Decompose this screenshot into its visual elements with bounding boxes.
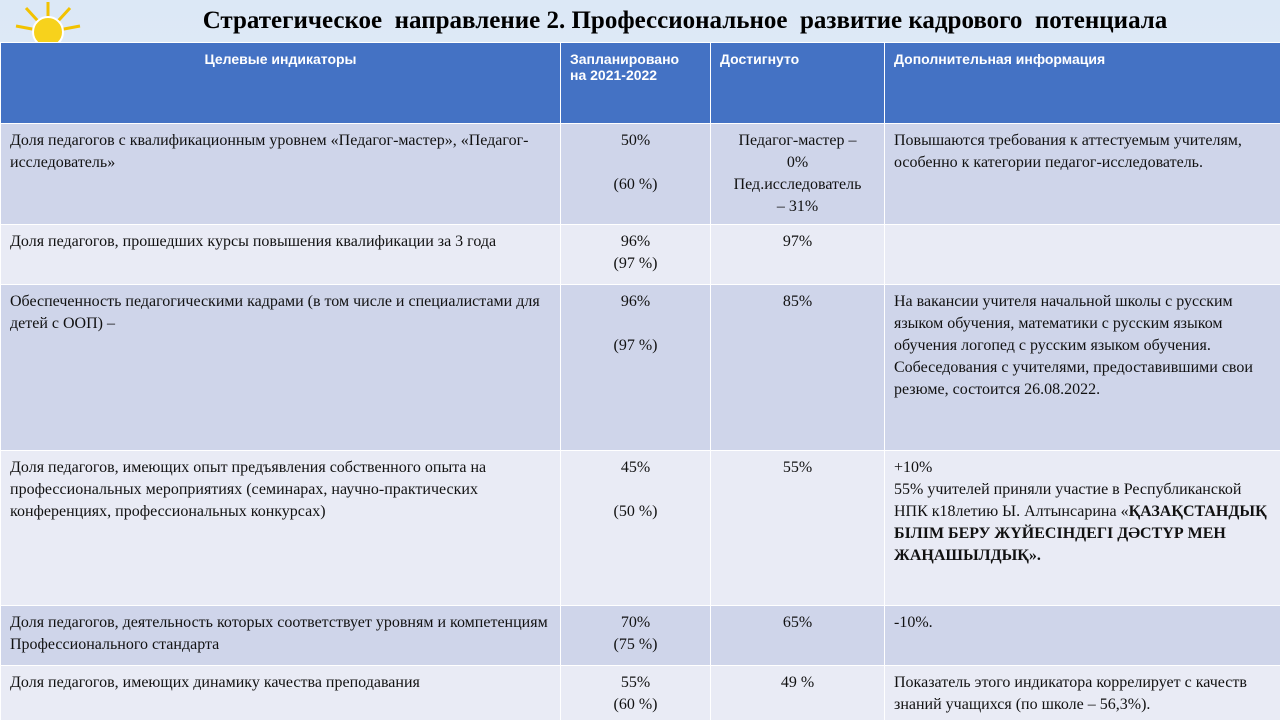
info-text: +10% 55% учителей приняли участие в Респ…	[894, 459, 1242, 520]
table-row: Доля педагогов с квалификационным уровне…	[0, 123, 1280, 225]
info-bold-text: ҚАЗАҚСТАНДЫҚ БІЛІМ БЕРУ ЖҮЙЕСІНДЕГІ ДӘСТ…	[894, 503, 1267, 564]
info-cell	[884, 224, 1280, 285]
indicator-cell: Доля педагогов с квалификационным уровне…	[0, 123, 561, 225]
table-row: Доля педагогов, прошедших курсы повышени…	[0, 224, 1280, 285]
planned-cell: 70% (75 %)	[560, 605, 711, 666]
planned-cell: 96% (97 %)	[560, 284, 711, 451]
achieved-cell: Педагог-мастер – 0% Пед.исследователь – …	[710, 123, 885, 225]
achieved-cell: 55%	[710, 450, 885, 606]
planned-cell: 55% (60 %)	[560, 665, 711, 720]
table-row: Доля педагогов, имеющих динамику качеств…	[0, 665, 1280, 720]
indicator-cell: Доля педагогов, имеющих динамику качеств…	[0, 665, 561, 720]
info-cell: -10%.	[884, 605, 1280, 666]
column-header: Дополнительная информация	[884, 42, 1280, 124]
info-cell: Повышаются требования к аттестуемым учит…	[884, 123, 1280, 225]
indicator-cell: Доля педагогов, прошедших курсы повышени…	[0, 224, 561, 285]
planned-cell: 50% (60 %)	[560, 123, 711, 225]
table-row: Доля педагогов, деятельность которых соо…	[0, 605, 1280, 666]
info-text: Повышаются требования к аттестуемым учит…	[894, 132, 1242, 171]
achieved-cell: 49 %	[710, 665, 885, 720]
indicator-table: Целевые индикаторы Запланировано на 2021-…	[0, 42, 1280, 720]
indicator-cell: Обеспеченность педагогическими кадрами (…	[0, 284, 561, 451]
indicator-cell: Доля педагогов, деятельность которых соо…	[0, 605, 561, 666]
column-header: Запланировано на 2021-2022	[560, 42, 711, 124]
indicator-cell: Доля педагогов, имеющих опыт предъявлени…	[0, 450, 561, 606]
column-header: Целевые индикаторы	[0, 42, 561, 124]
achieved-cell: 97%	[710, 224, 885, 285]
info-cell: +10% 55% учителей приняли участие в Респ…	[884, 450, 1280, 606]
column-header: Достигнуто	[710, 42, 885, 124]
info-cell: На вакансии учителя начальной школы с ру…	[884, 284, 1280, 451]
info-cell: Показатель этого индикатора коррелирует …	[884, 665, 1280, 720]
table-row: Обеспеченность педагогическими кадрами (…	[0, 284, 1280, 451]
achieved-cell: 85%	[710, 284, 885, 451]
info-text: На вакансии учителя начальной школы с ру…	[894, 293, 1253, 398]
planned-cell: 45% (50 %)	[560, 450, 711, 606]
slide-title: Стратегическое направление 2. Профессион…	[202, 7, 1168, 34]
info-text: Показатель этого индикатора коррелирует …	[894, 674, 1247, 713]
achieved-cell: 65%	[710, 605, 885, 666]
table-row: Доля педагогов, имеющих опыт предъявлени…	[0, 450, 1280, 606]
planned-cell: 96% (97 %)	[560, 224, 711, 285]
info-text: -10%.	[894, 614, 933, 631]
